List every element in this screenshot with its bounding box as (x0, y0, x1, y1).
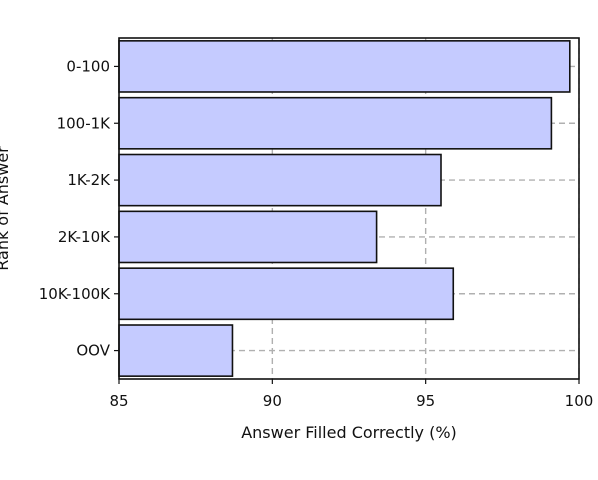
bar-2K-10K (118, 210, 378, 264)
x-tick-label: 95 (416, 392, 435, 410)
bar-100-1K (118, 96, 553, 150)
y-tick-label: OOV (76, 342, 110, 360)
bar-10K-100K (118, 267, 455, 321)
y-tick-label: 1K-2K (67, 171, 111, 189)
y-tick-label: 2K-10K (58, 228, 111, 246)
bars (118, 40, 571, 377)
plot-frame (118, 37, 580, 380)
x-tick-label: 100 (565, 392, 594, 410)
y-tick-label: 0-100 (66, 57, 110, 75)
bar-0-100 (118, 40, 571, 93)
bar-OOV (118, 324, 234, 377)
x-axis-label: Answer Filled Correctly (%) (241, 423, 457, 442)
x-tick-label: 85 (109, 392, 128, 410)
x-tick-label: 90 (263, 392, 282, 410)
y-tick-label: 100-1K (57, 114, 112, 132)
y-tick-label: 10K-100K (39, 285, 111, 303)
ticks: 0-100 100-1K 1K-2K 2K-10K 10K-100K OOV 85 90 95 1… (39, 57, 594, 410)
bar-1K-2K (118, 153, 442, 207)
y-axis-label: Rank of Answer (0, 146, 12, 271)
